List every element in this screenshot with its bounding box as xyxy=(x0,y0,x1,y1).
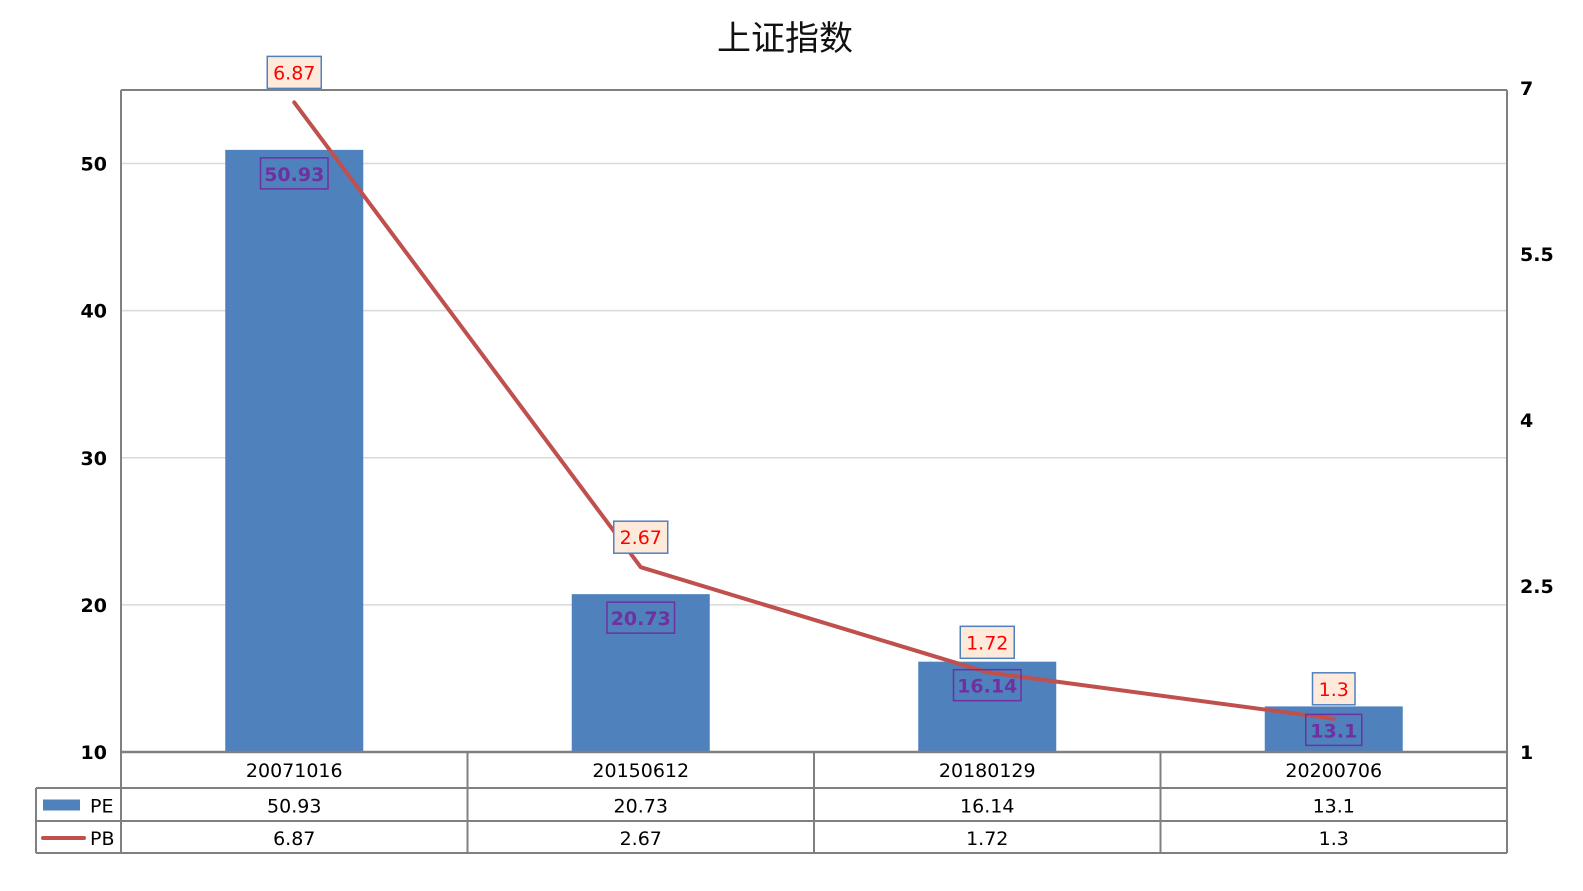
pe-label-box xyxy=(1305,713,1363,747)
bar-pe xyxy=(571,594,710,752)
pb-label-box xyxy=(1311,672,1356,706)
pb-line xyxy=(292,100,1336,721)
data-labels: 50.93 20.73 16.14 13.1 6.87 2.67 1.72 1.3 xyxy=(259,55,1363,747)
left-tick-label: 50 xyxy=(81,154,107,176)
table-cell: 2.67 xyxy=(620,828,662,850)
pe-label-box xyxy=(606,601,676,634)
table-cell: 13.1 xyxy=(1313,796,1355,818)
data-table: 20071016 20150612 20180129 20200706 PE 50.93 2… xyxy=(35,752,1507,854)
legend-key-pe xyxy=(43,799,80,811)
left-tick-label: 10 xyxy=(81,742,107,764)
pe-data-label: 16.14 xyxy=(957,676,1017,698)
chart-title: 上证指数 xyxy=(717,19,853,59)
legend-label: PB xyxy=(90,828,115,850)
pb-label-box xyxy=(959,625,1015,660)
table-cell: 1.72 xyxy=(966,828,1008,850)
bars xyxy=(225,149,1403,753)
pb-data-label: 2.67 xyxy=(620,527,662,549)
category-label: 20071016 xyxy=(246,760,343,782)
pb-data-label: 1.72 xyxy=(966,632,1008,654)
pe-label-box xyxy=(259,157,329,190)
legend-label: PE xyxy=(90,796,113,818)
right-tick-label: 4 xyxy=(1520,410,1533,432)
pe-data-label: 20.73 xyxy=(611,608,671,630)
pb-data-label: 1.3 xyxy=(1319,679,1349,701)
table-cell: 16.14 xyxy=(960,796,1014,818)
pb-label-box xyxy=(613,520,669,554)
pe-data-label: 13.1 xyxy=(1310,720,1357,742)
line-pb xyxy=(292,100,1336,721)
table-cell: 50.93 xyxy=(267,796,321,818)
pe-label-box xyxy=(952,668,1022,702)
pe-data-label: 50.93 xyxy=(264,164,324,186)
axes: 10 20 30 40 50 1 2.5 4 5.5 7 xyxy=(81,78,1554,853)
category-label: 20180129 xyxy=(939,760,1036,782)
table-cell: 20.73 xyxy=(614,796,668,818)
left-tick-label: 20 xyxy=(81,595,107,617)
category-label: 20200706 xyxy=(1285,760,1382,782)
pb-label-box xyxy=(266,55,322,90)
table-cell: 1.3 xyxy=(1319,828,1349,850)
category-label: 20150612 xyxy=(592,760,689,782)
bar-pe xyxy=(225,149,364,753)
table-cell: 6.87 xyxy=(273,828,315,850)
right-tick-label: 1 xyxy=(1520,742,1533,764)
right-tick-label: 2.5 xyxy=(1520,576,1554,598)
left-tick-label: 40 xyxy=(81,301,107,323)
right-tick-label: 7 xyxy=(1520,78,1533,100)
pb-data-label: 6.87 xyxy=(273,62,315,84)
right-tick-label: 5.5 xyxy=(1520,244,1554,266)
left-tick-label: 30 xyxy=(81,448,107,470)
